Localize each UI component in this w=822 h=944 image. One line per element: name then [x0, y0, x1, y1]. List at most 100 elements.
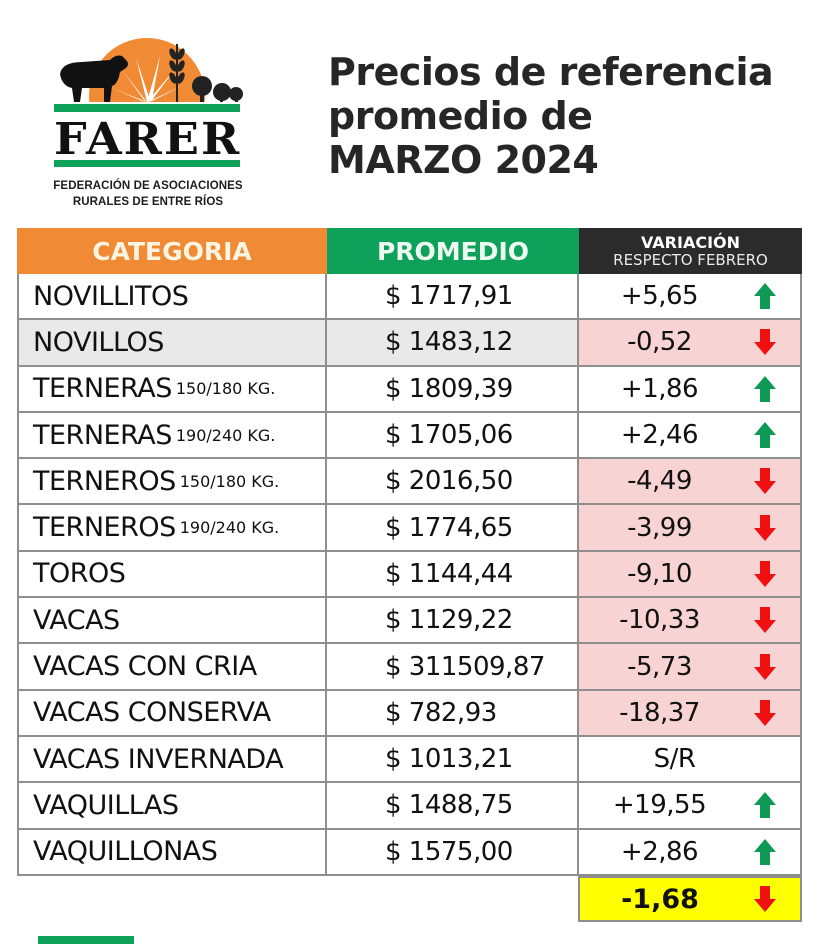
table-row: VAQUILLONAS $ 1575,00 +2,86	[17, 829, 802, 876]
table-row: TERNERAS 190/240 KG. $ 1705,06 +2,46	[17, 412, 802, 460]
header-variacion: VARIACIÓN RESPECTO FEBRERO	[579, 228, 802, 274]
cell-categoria: VAQUILLONAS	[17, 829, 327, 876]
table-body: NOVILLITOS $ 1717,91 +5,65 NOVILLOS $ 1483,1…	[17, 274, 802, 876]
arrow-down-icon	[754, 607, 776, 634]
cell-promedio: $ 1575,00	[327, 829, 579, 876]
table-row: TERNERAS 150/180 KG. $ 1809,39 +1,86	[17, 366, 802, 413]
table-row: VAQUILLAS $ 1488,75 +19,55	[17, 783, 802, 830]
table-row: TERNEROS 190/240 KG. $ 1774,65 -3,99	[17, 505, 802, 552]
cell-promedio: $ 1483,12	[327, 320, 579, 367]
table-row: VACAS CON CRIA $ 311509,87 -5,73	[17, 644, 802, 691]
categoria-name: NOVILLITOS	[33, 280, 189, 312]
cell-categoria: VACAS	[17, 598, 327, 645]
farer-logo: FARER FEDERACIÓN DE ASOCIACIONES RURALES…	[52, 34, 248, 214]
cell-variacion: -0,52	[579, 320, 802, 367]
categoria-peso: 190/240 KG.	[179, 518, 280, 538]
categoria-name: VAQUILLAS	[33, 789, 179, 821]
table-row: NOVILLITOS $ 1717,91 +5,65	[17, 274, 802, 321]
arrow-up-icon	[754, 792, 776, 819]
variacion-value: -3,99	[627, 512, 692, 543]
cell-categoria: TERNERAS 150/180 KG.	[17, 366, 327, 413]
arrow-up-icon	[754, 422, 776, 449]
arrow-down-icon	[754, 886, 776, 912]
cell-categoria: TERNERAS 190/240 KG.	[17, 412, 327, 460]
categoria-peso: 150/180 KG.	[175, 379, 276, 399]
cell-promedio: $ 1809,39	[327, 366, 579, 413]
categoria-name: VACAS CONSERVA	[33, 697, 271, 729]
variacion-value: +19,55	[612, 790, 707, 821]
categoria-name: VACAS INVERNADA	[33, 743, 284, 775]
arrow-down-icon	[754, 560, 776, 587]
cell-categoria: VACAS CON CRIA	[17, 644, 327, 691]
cell-promedio: $ 1129,22	[327, 598, 579, 645]
variacion-value: S/R	[653, 744, 696, 775]
cell-variacion: -4,49	[579, 459, 802, 506]
categoria-name: TERNERAS	[33, 419, 172, 451]
header-variacion-subtitle: RESPECTO FEBRERO	[613, 250, 768, 269]
categoria-name: TERNERAS	[33, 373, 172, 405]
arrow-down-icon	[754, 653, 776, 680]
cell-categoria: VACAS INVERNADA	[17, 736, 327, 784]
page-title: Precios de referencia promedio de MARZO …	[328, 50, 808, 182]
title-line1: Precios de referencia	[328, 50, 774, 94]
variacion-value: +2,86	[620, 836, 699, 867]
total-variation: -1,68	[578, 876, 802, 922]
cell-categoria: TERNEROS 150/180 KG.	[17, 459, 327, 506]
variacion-value: +5,65	[620, 281, 699, 312]
cell-categoria: VACAS CONSERVA	[17, 690, 327, 737]
categoria-name: TERNEROS	[33, 465, 176, 497]
footer-green-bar	[38, 936, 134, 944]
cell-promedio: $ 2016,50	[327, 459, 579, 506]
arrow-up-icon	[754, 838, 776, 865]
price-table: CATEGORIA PROMEDIO VARIACIÓN RESPECTO FE…	[17, 228, 802, 876]
header-categoria: CATEGORIA	[17, 228, 327, 274]
variacion-value: +1,86	[620, 373, 699, 404]
table-row: NOVILLOS $ 1483,12 -0,52	[17, 320, 802, 367]
logo-wordmark: FARER	[54, 113, 242, 165]
variacion-value: -10,33	[619, 605, 700, 636]
total-variation-value: -1,68	[621, 883, 699, 915]
cell-promedio: $ 1705,06	[327, 412, 579, 460]
cell-promedio: $ 1717,91	[327, 274, 579, 321]
cell-promedio: $ 1488,75	[327, 783, 579, 830]
cell-variacion: S/R	[579, 736, 802, 784]
cell-variacion: -3,99	[579, 505, 802, 552]
categoria-name: NOVILLOS	[33, 326, 164, 358]
cell-promedio: $ 1144,44	[327, 551, 579, 599]
cell-variacion: -9,10	[579, 551, 802, 599]
table-row: VACAS CONSERVA $ 782,93 -18,37	[17, 690, 802, 737]
variacion-value: -9,10	[627, 558, 692, 589]
cell-variacion: +5,65	[579, 274, 802, 321]
cell-promedio: $ 1013,21	[327, 736, 579, 784]
logo-illustration-icon	[52, 38, 248, 167]
categoria-name: VACAS	[33, 604, 120, 636]
logo-subtitle-line1: FEDERACIÓN DE ASOCIACIONES	[53, 180, 243, 192]
logo-subtitle-line2: RURALES DE ENTRE RÍOS	[72, 196, 224, 208]
categoria-peso: 190/240 KG.	[175, 425, 276, 445]
cell-variacion: +2,86	[579, 829, 802, 876]
variacion-value: +2,46	[620, 420, 699, 451]
variacion-value: -5,73	[627, 651, 692, 682]
header-promedio: PROMEDIO	[327, 228, 579, 274]
categoria-peso: 150/180 KG.	[179, 471, 280, 491]
table-row: TERNEROS 150/180 KG. $ 2016,50 -4,49	[17, 459, 802, 506]
arrow-down-icon	[754, 329, 776, 356]
categoria-name: VAQUILLONAS	[33, 836, 218, 868]
cell-promedio: $ 782,93	[327, 690, 579, 737]
cell-categoria: NOVILLITOS	[17, 274, 327, 321]
cell-variacion: -10,33	[579, 598, 802, 645]
cell-categoria: NOVILLOS	[17, 320, 327, 367]
variacion-value: -4,49	[627, 466, 692, 497]
arrow-down-icon	[754, 468, 776, 495]
header-variacion-title: VARIACIÓN	[640, 232, 741, 252]
cell-categoria: TOROS	[17, 551, 327, 599]
arrow-up-icon	[754, 375, 776, 402]
table-header: CATEGORIA PROMEDIO VARIACIÓN RESPECTO FE…	[17, 228, 802, 274]
categoria-name: VACAS CON CRIA	[33, 651, 257, 683]
categoria-name: TOROS	[33, 558, 126, 590]
cell-variacion: -5,73	[579, 644, 802, 691]
variacion-value: -0,52	[627, 327, 692, 358]
title-line3: MARZO 2024	[328, 138, 599, 182]
table-row: VACAS INVERNADA $ 1013,21 S/R	[17, 736, 802, 784]
arrow-down-icon	[754, 699, 776, 726]
